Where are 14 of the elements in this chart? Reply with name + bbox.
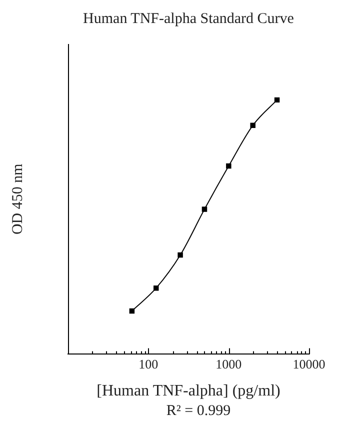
point [274, 97, 280, 103]
point [178, 252, 183, 258]
point [202, 206, 208, 212]
x-tick-label: 10000 [292, 356, 326, 372]
text: R² = 0.999 [166, 403, 231, 419]
x-tick-label: 100 [138, 356, 158, 372]
point [129, 308, 135, 314]
point [226, 163, 232, 169]
point [153, 285, 159, 291]
chart-title: Human TNF-alpha Standard Curve [83, 10, 294, 27]
x-axis-title: [Human TNF-alpha] (pg/ml) [96, 382, 280, 400]
x-tick-label: 1000 [216, 356, 242, 372]
y-axis-title: OD 450 nm [10, 163, 26, 235]
point [250, 122, 256, 128]
